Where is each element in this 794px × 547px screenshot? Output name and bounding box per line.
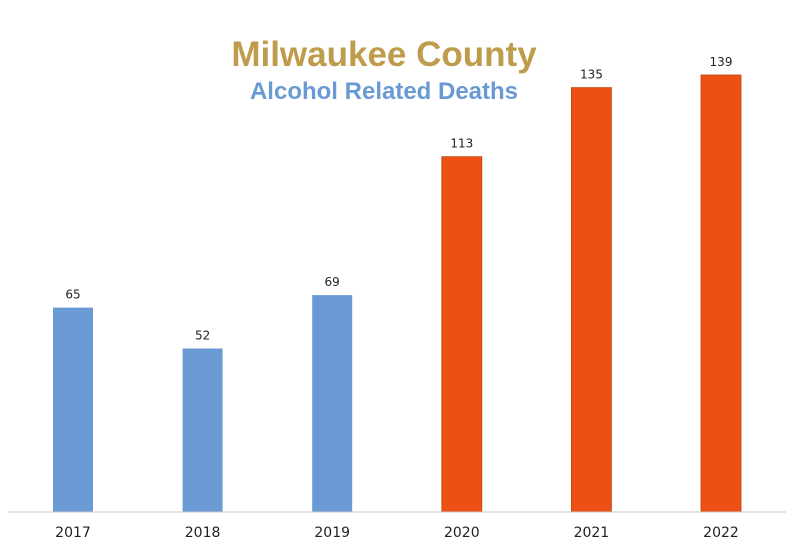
x-tick-label-2021: 2021 <box>574 525 610 541</box>
chart-subtitle: Alcohol Related Deaths <box>250 78 518 105</box>
data-labels-group: 65 52 69 113 135 139 <box>65 55 732 343</box>
bar-2017 <box>53 307 93 512</box>
x-tick-label-2017: 2017 <box>55 525 91 541</box>
data-label-2018: 52 <box>195 329 210 343</box>
bar-2020 <box>441 156 483 513</box>
x-tick-label-2018: 2018 <box>185 525 221 541</box>
chart-title: Milwaukee County <box>231 35 537 74</box>
bar-2019 <box>312 295 353 512</box>
data-label-2022: 139 <box>710 55 733 69</box>
x-tick-label-2022: 2022 <box>703 525 739 541</box>
x-tick-label-2019: 2019 <box>314 525 350 541</box>
data-label-2020: 113 <box>450 137 473 151</box>
x-tick-label-2020: 2020 <box>444 525 480 541</box>
x-tick-labels-group: 2017 2018 2019 2020 2021 2022 <box>55 525 739 541</box>
bar-2021 <box>571 87 612 513</box>
data-label-2019: 69 <box>325 275 340 289</box>
data-label-2017: 65 <box>65 288 80 302</box>
bar-2018 <box>182 348 223 512</box>
bars-group <box>53 74 742 513</box>
data-label-2021: 135 <box>580 68 603 82</box>
bar-2022 <box>700 74 742 513</box>
